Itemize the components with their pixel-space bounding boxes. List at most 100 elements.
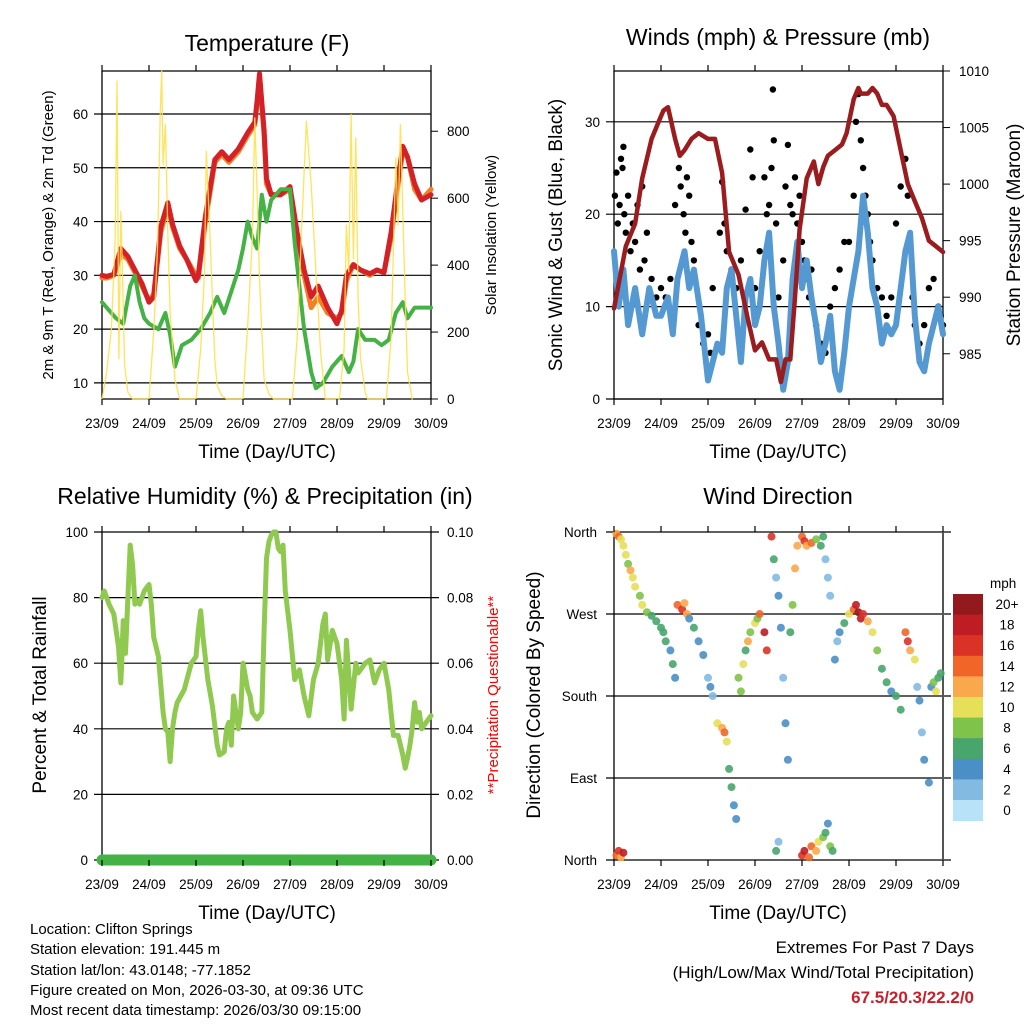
wind-direction-point bbox=[852, 600, 860, 609]
temperature-title: Temperature (F) bbox=[185, 30, 350, 56]
gust-point bbox=[775, 294, 782, 301]
wind-direction-point bbox=[666, 646, 675, 655]
wind-direction-point bbox=[781, 719, 790, 728]
y2-tick-label: 400 bbox=[447, 258, 470, 273]
x-tick-label: 26/09 bbox=[226, 877, 260, 892]
humidity-plot-area: 0 20 40 60 80 100 0.00 0.02 0.04 0.06 0.08 0.10 23/0… bbox=[65, 525, 473, 892]
y-tick-label: 20 bbox=[585, 207, 600, 222]
x-tick-label: 23/09 bbox=[597, 877, 631, 892]
wind-direction-point bbox=[772, 846, 781, 855]
colorbar-swatch bbox=[953, 635, 983, 657]
colorbar-swatch bbox=[953, 717, 983, 739]
gust-point bbox=[892, 220, 900, 227]
wind-direction-point bbox=[725, 764, 734, 773]
gust-point bbox=[614, 220, 621, 227]
precipitation-questionable-label: **Precipitation Questionable** bbox=[485, 596, 502, 795]
colorbar-label: 12 bbox=[999, 679, 1014, 694]
gust-point bbox=[737, 257, 745, 264]
y-tick-label: East bbox=[570, 771, 597, 786]
gust-point bbox=[763, 211, 770, 218]
wind-direction-point bbox=[783, 755, 792, 764]
wind-direction-point bbox=[638, 600, 647, 609]
y2-tick-label: 0 bbox=[447, 392, 455, 407]
gust-point bbox=[749, 174, 756, 181]
y2-tick-label: 0.00 bbox=[447, 853, 473, 868]
wind-direction-point bbox=[826, 591, 835, 600]
x-tick-label: 30/09 bbox=[926, 877, 960, 892]
x-tick-label: 25/09 bbox=[691, 416, 725, 431]
gust-point bbox=[769, 86, 777, 93]
colorbar-label: 14 bbox=[999, 659, 1015, 674]
y-tick-label: 40 bbox=[73, 722, 88, 737]
wind-direction-point bbox=[741, 646, 750, 655]
gust-point bbox=[768, 164, 775, 172]
wind-direction-point bbox=[896, 705, 905, 714]
x-tick-label: 29/09 bbox=[367, 877, 401, 892]
wind-direction-point bbox=[722, 737, 731, 746]
wind-direction-point bbox=[882, 678, 891, 687]
colorbar-label: 2 bbox=[1003, 782, 1011, 797]
wind-direction-point bbox=[788, 600, 797, 609]
gust-point bbox=[859, 164, 867, 172]
wind-direction-point bbox=[617, 535, 625, 544]
y2-tick-label: 0.06 bbox=[447, 656, 473, 671]
y2-tick-label: 0.08 bbox=[447, 591, 473, 606]
wind-direction-point bbox=[774, 591, 783, 600]
gust-point bbox=[622, 229, 629, 236]
x-tick-label: 26/09 bbox=[738, 877, 772, 892]
y-tick-label: 0 bbox=[80, 853, 88, 868]
gust-point bbox=[611, 192, 619, 199]
gust-point bbox=[841, 238, 848, 246]
gust-point bbox=[709, 284, 716, 292]
gust-point bbox=[671, 201, 679, 209]
wind-direction-point bbox=[920, 755, 929, 764]
wind-direction-point bbox=[668, 660, 677, 669]
wind-direction-point bbox=[727, 783, 736, 792]
wind-direction-point bbox=[769, 555, 778, 564]
x-tick-label: 27/09 bbox=[785, 877, 819, 892]
wind-direction-point bbox=[821, 828, 830, 837]
gust-point bbox=[613, 169, 620, 176]
gust-point bbox=[796, 192, 803, 199]
wind-direction-point bbox=[635, 591, 644, 600]
temperature-xlabel: Time (Day/UTC) bbox=[198, 442, 336, 463]
colorbar-swatch bbox=[953, 614, 983, 636]
wind-direction-point bbox=[659, 628, 668, 637]
y2-tick-label: 1000 bbox=[959, 177, 989, 192]
gust-point bbox=[831, 284, 839, 292]
wind-direction-point bbox=[859, 610, 868, 618]
wind-direction-point bbox=[821, 555, 830, 564]
wind-direction-point bbox=[877, 664, 886, 673]
colorbar-swatch bbox=[953, 697, 983, 719]
gust-point bbox=[761, 174, 768, 181]
x-tick-label: 28/09 bbox=[320, 877, 354, 892]
gust-point bbox=[619, 164, 626, 172]
wind-direction-point bbox=[833, 637, 842, 646]
wind-direction-point bbox=[772, 573, 781, 582]
gust-point bbox=[930, 275, 937, 283]
wind-direction-point bbox=[812, 846, 821, 855]
x-tick-label: 29/09 bbox=[879, 877, 913, 892]
wind-direction-point bbox=[863, 617, 872, 626]
wind-direction-point bbox=[868, 628, 877, 637]
colorbar-label: 8 bbox=[1003, 721, 1011, 736]
y-tick-label: 20 bbox=[73, 322, 88, 337]
y-tick-label: 80 bbox=[73, 591, 88, 606]
gust-point bbox=[789, 211, 796, 218]
y-tick-label: 30 bbox=[585, 115, 600, 130]
colorbar-swatch bbox=[953, 779, 983, 801]
colorbar-label: 18 bbox=[999, 618, 1014, 633]
x-tick-label: 24/09 bbox=[132, 416, 166, 431]
extremes-box: Extremes For Past 7 Days (High/Low/Max W… bbox=[673, 935, 974, 1010]
y-tick-label: South bbox=[562, 689, 597, 704]
x-tick-label: 27/09 bbox=[273, 877, 307, 892]
wind-direction-point bbox=[689, 623, 698, 632]
x-tick-label: 30/09 bbox=[926, 416, 960, 431]
x-tick-label: 30/09 bbox=[414, 877, 448, 892]
y-tick-label: 30 bbox=[73, 268, 88, 283]
wind-direction-point bbox=[708, 692, 717, 700]
winds-plot-area: 0 10 20 30 985 990 995 1000 1005 1010 23/09 24/09 25… bbox=[585, 64, 989, 431]
y2-tick-label: 0.04 bbox=[447, 722, 474, 737]
gust-point bbox=[680, 211, 687, 218]
humidity-xlabel: Time (Day/UTC) bbox=[198, 903, 336, 924]
